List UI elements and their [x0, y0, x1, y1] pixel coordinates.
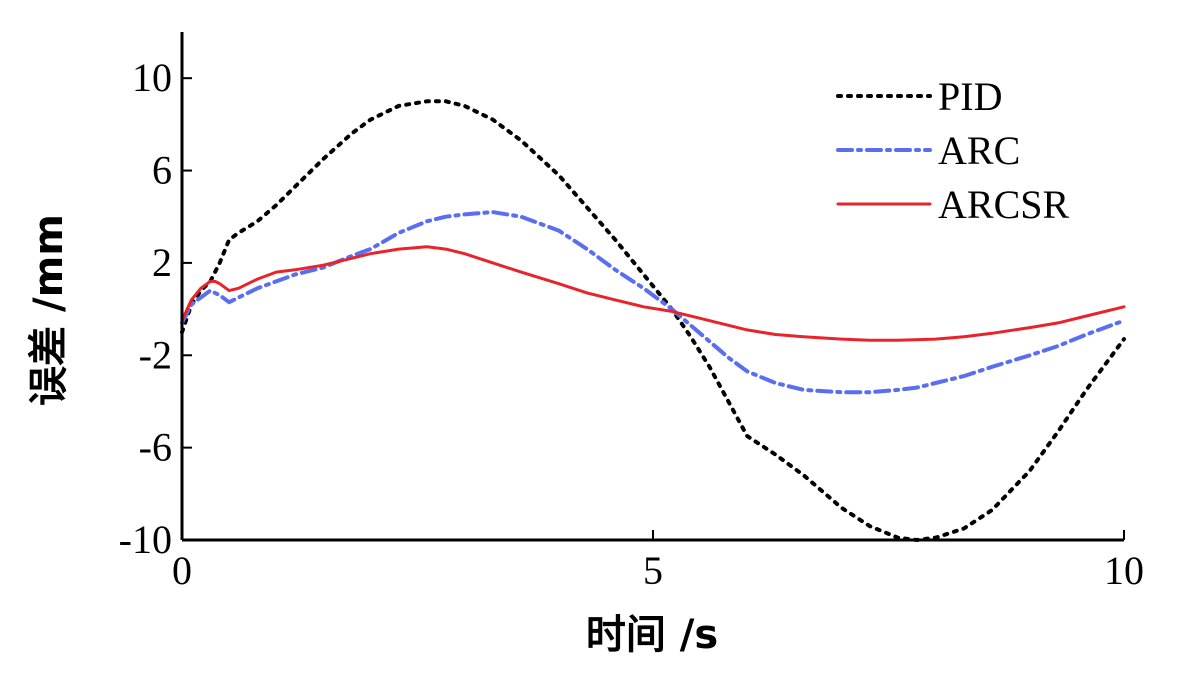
y-tick-label: -2 [139, 332, 172, 377]
legend-label-arc: ARC [938, 128, 1020, 173]
x-tick-label: 10 [1104, 548, 1144, 593]
y-tick-label: 6 [152, 148, 172, 193]
x-axis-label: 时间 /s [586, 612, 718, 658]
y-tick-label: 10 [132, 55, 172, 100]
legend-label-arcsr: ARCSR [938, 182, 1069, 227]
y-tick-label: -6 [139, 425, 172, 470]
y-tick-label: 2 [152, 240, 172, 285]
x-tick-label: 0 [172, 548, 192, 593]
legend-label-pid: PID [938, 74, 1002, 119]
x-tick-label: 5 [643, 548, 663, 593]
y-axis-label: 误差 /mm [26, 214, 72, 406]
tick-labels: 10 6 2 -2 -6 -100 5 10 [119, 55, 1144, 593]
series-line-arcsr [180, 245, 1126, 342]
legend: PID ARC ARCSR [836, 74, 1069, 227]
axes [180, 32, 1125, 542]
y-tick-label: -10 [119, 517, 172, 562]
series-line-arc [180, 210, 1126, 395]
